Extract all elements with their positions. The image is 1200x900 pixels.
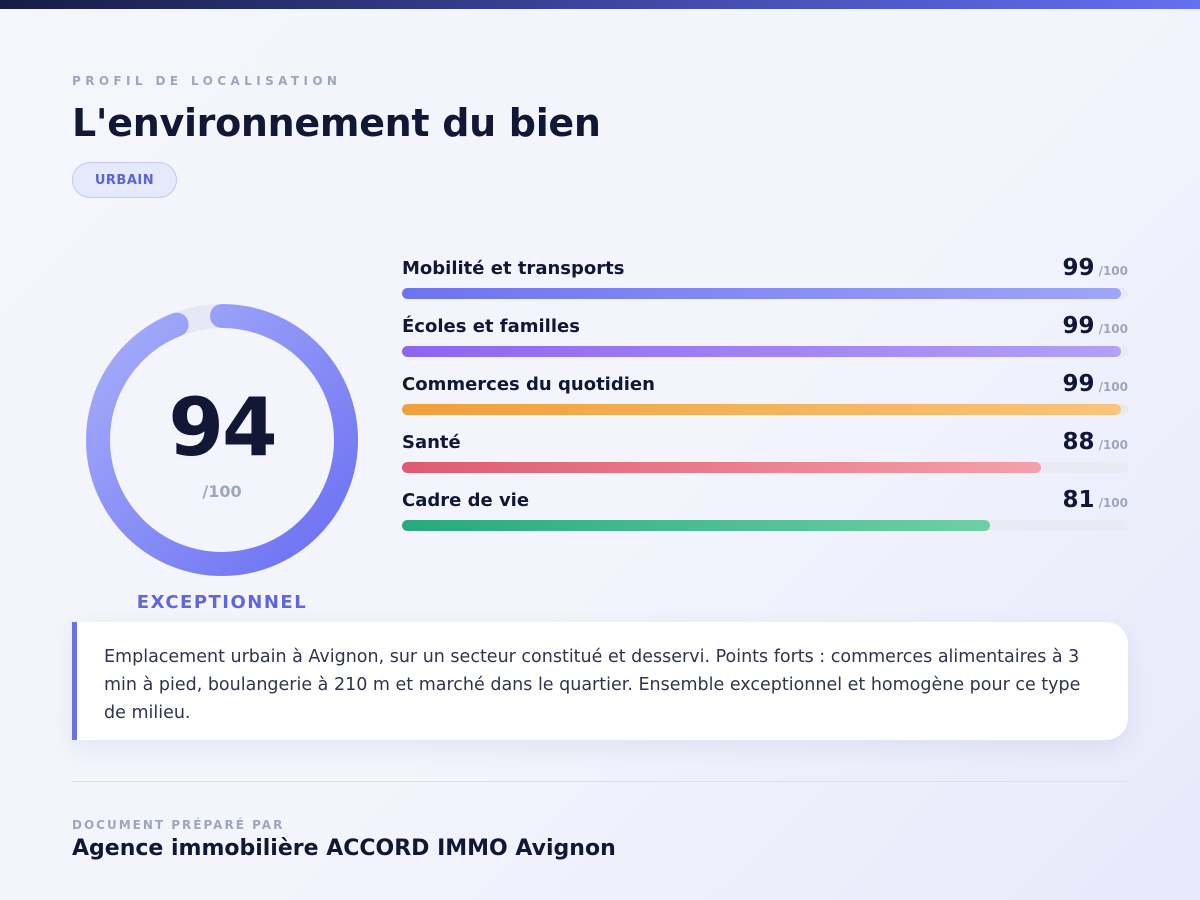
metric-value: 88: [1062, 429, 1095, 455]
metric-bar-track: [402, 462, 1128, 473]
metric-bar-fill: [402, 288, 1121, 299]
score-ring-progress: [86, 304, 358, 576]
metric-living-environment: Cadre de vie 81 /100: [402, 487, 1128, 540]
metric-label: Cadre de vie: [402, 490, 530, 511]
metric-value: 99: [1062, 255, 1095, 281]
score-ring: [86, 304, 358, 576]
metric-bar-fill: [402, 462, 1041, 473]
metric-mobility: Mobilité et transports 99 /100: [402, 255, 1128, 308]
metric-score: 99 /100: [1063, 313, 1128, 339]
metric-bar-track: [402, 520, 1128, 531]
metric-bar-track: [402, 404, 1128, 415]
metric-value: 99: [1062, 371, 1095, 397]
metric-max: /100: [1098, 264, 1128, 278]
metric-value: 81: [1062, 487, 1095, 513]
metric-max: /100: [1098, 496, 1128, 510]
metric-bar-fill: [402, 346, 1121, 357]
metric-value: 99: [1062, 313, 1095, 339]
metric-score: 99 /100: [1063, 255, 1128, 281]
metric-max: /100: [1098, 322, 1128, 336]
metric-bar-track: [402, 288, 1128, 299]
summary-accent-bar: [72, 622, 77, 740]
metric-shops: Commerces du quotidien 99 /100: [402, 371, 1128, 424]
overall-score-value: 94: [168, 381, 277, 474]
metric-bar-fill: [402, 404, 1121, 415]
agency-name: Agence immobilière ACCORD IMMO Avignon: [72, 836, 616, 861]
footer-caption: DOCUMENT PRÉPARÉ PAR: [72, 818, 285, 832]
metric-label: Santé: [402, 432, 461, 453]
metric-label: Commerces du quotidien: [402, 374, 655, 395]
page-title: L'environnement du bien: [72, 101, 601, 145]
footer-divider: [72, 781, 1128, 782]
metric-label: Écoles et familles: [402, 316, 580, 337]
top-accent-bar: [0, 0, 1200, 9]
metric-score: 88 /100: [1063, 429, 1128, 455]
metric-label: Mobilité et transports: [402, 258, 625, 279]
metric-bar-track: [402, 346, 1128, 357]
overall-score-max: /100: [202, 482, 242, 501]
metric-score: 99 /100: [1063, 371, 1128, 397]
metric-score: 81 /100: [1063, 487, 1128, 513]
overall-rating-label: EXCEPTIONNEL: [136, 592, 308, 613]
metric-schools: Écoles et familles 99 /100: [402, 313, 1128, 366]
summary-text: Emplacement urbain à Avignon, sur un sec…: [104, 647, 1081, 723]
metric-health: Santé 88 /100: [402, 429, 1128, 482]
summary-card: Emplacement urbain à Avignon, sur un sec…: [72, 622, 1128, 740]
environment-type-badge: URBAIN: [72, 162, 177, 198]
section-eyebrow: PROFIL DE LOCALISATION: [72, 74, 342, 88]
metric-max: /100: [1098, 380, 1128, 394]
metric-bar-fill: [402, 520, 991, 531]
overall-score-gauge: 94 /100: [84, 302, 360, 578]
metric-max: /100: [1098, 438, 1128, 452]
